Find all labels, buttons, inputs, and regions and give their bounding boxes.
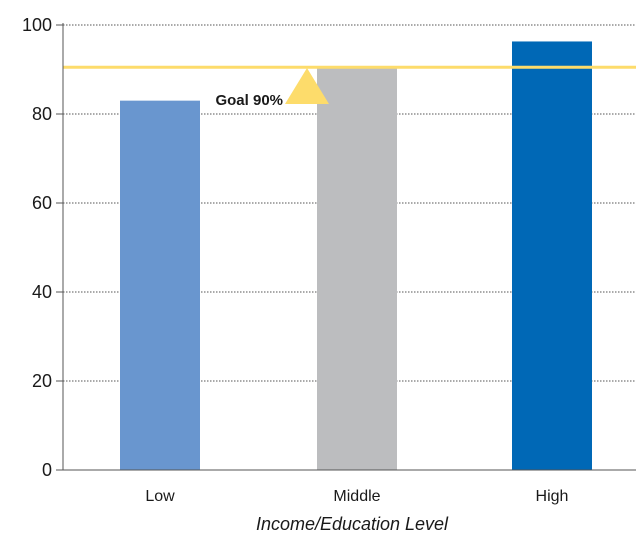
bar-middle <box>317 67 397 471</box>
y-tick-labels: 0 20 40 60 80 100 <box>22 15 52 480</box>
y-tick-label-40: 40 <box>32 282 52 302</box>
y-tick-label-80: 80 <box>32 104 52 124</box>
axes <box>62 23 636 471</box>
x-tick-label-high: High <box>536 488 569 505</box>
bar-high <box>512 41 592 471</box>
goal-label: Goal 90% <box>215 92 283 109</box>
x-tick-labels: Low Middle High <box>145 488 568 505</box>
y-tick-label-100: 100 <box>22 15 52 35</box>
goal-annotation: Goal 90% <box>63 65 636 109</box>
x-tick-label-middle: Middle <box>333 488 380 505</box>
y-tick-label-0: 0 <box>42 460 52 480</box>
bar-low <box>120 100 200 471</box>
x-axis-title: Income/Education Level <box>256 514 449 534</box>
bars <box>120 41 592 471</box>
y-tick-label-20: 20 <box>32 371 52 391</box>
y-tick-label-60: 60 <box>32 193 52 213</box>
x-tick-label-low: Low <box>145 488 175 505</box>
goal-triangle-marker <box>285 68 329 104</box>
